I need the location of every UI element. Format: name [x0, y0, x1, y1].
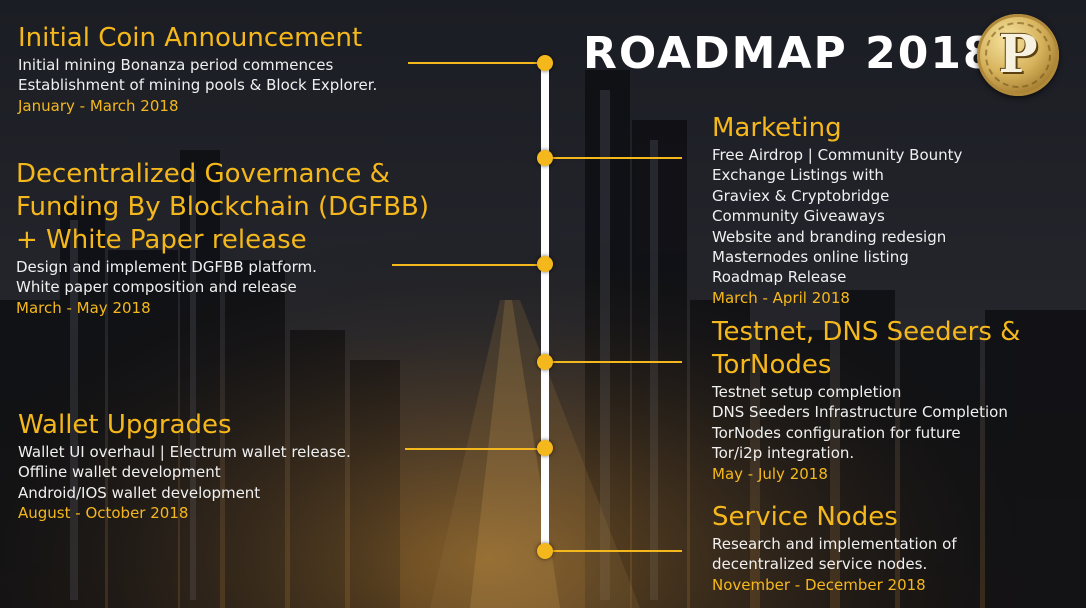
timeline-dot-dgfbb	[537, 256, 553, 272]
coin-ring	[985, 22, 1051, 88]
timeline-dot-initial-coin	[537, 55, 553, 71]
milestone-service-nodes: Service Nodes Research and implementatio…	[712, 501, 957, 595]
timeline-line	[541, 60, 549, 552]
milestone-heading: Decentralized Governance &	[16, 159, 390, 189]
roadmap-title: ROADMAP 2018	[583, 28, 996, 79]
milestone-item: Design and implement DGFBB platform.	[16, 258, 317, 276]
milestone-date: August - October 2018	[18, 504, 189, 523]
milestone-item: Wallet UI overhaul | Electrum wallet rel…	[18, 443, 351, 461]
milestone-date: May - July 2018	[712, 464, 828, 483]
milestone-heading: Wallet Upgrades	[18, 410, 232, 440]
milestone-item: Tor/i2p integration.	[712, 444, 855, 463]
milestone-item: Graviex & Cryptobridge	[712, 186, 890, 205]
milestone-item: Testnet setup completion	[712, 383, 902, 401]
milestone-item: Research and implementation of	[712, 535, 957, 553]
milestone-item: White paper composition and release	[16, 278, 297, 297]
milestone-item: Exchange Listings with	[712, 166, 884, 185]
milestone-item: DNS Seeders Infrastructure Completion	[712, 403, 1008, 422]
connector-wallet	[405, 448, 545, 450]
milestone-date: January - March 2018	[18, 96, 179, 115]
coin-logo-letter: P	[998, 24, 1038, 85]
connector-dgfbb	[392, 264, 545, 266]
milestone-item: Offline wallet development	[18, 463, 221, 482]
milestone-date: March - May 2018	[16, 298, 151, 317]
timeline-dot-service-nodes	[537, 543, 553, 559]
milestone-item: Android/IOS wallet development	[18, 483, 261, 502]
milestone-item: Roadmap Release	[712, 268, 847, 287]
milestone-heading: + White Paper release	[16, 225, 307, 255]
milestone-initial-coin: Initial Coin Announcement Initial mining…	[18, 22, 377, 116]
milestone-testnet: Testnet, DNS Seeders & TorNodes Testnet …	[712, 316, 1020, 484]
milestone-item: decentralized service nodes.	[712, 555, 928, 574]
coin-logo-icon: P	[977, 14, 1059, 96]
milestone-item: Website and branding redesign	[712, 227, 947, 246]
timeline-dot-marketing	[537, 150, 553, 166]
milestone-item: Community Giveaways	[712, 207, 885, 226]
milestone-heading: Funding By Blockchain (DGFBB)	[16, 192, 430, 222]
milestone-dgfbb: Decentralized Governance & Funding By Bl…	[16, 158, 429, 318]
milestone-heading: Testnet, DNS Seeders &	[712, 317, 1021, 347]
milestone-date: November - December 2018	[712, 575, 926, 594]
connector-initial-coin	[408, 62, 545, 64]
milestone-item: Free Airdrop | Community Bounty	[712, 146, 963, 164]
milestone-item: Initial mining Bonanza period commences	[18, 56, 334, 74]
connector-marketing	[545, 157, 682, 159]
milestone-marketing: Marketing Free Airdrop | Community Bount…	[712, 112, 962, 308]
milestone-item: TorNodes configuration for future	[712, 423, 961, 442]
milestone-item: Masternodes online listing	[712, 248, 909, 267]
milestone-item: Establishment of mining pools & Block Ex…	[18, 76, 378, 95]
milestone-heading: Initial Coin Announcement	[18, 23, 363, 53]
connector-testnet	[545, 361, 682, 363]
milestone-wallet: Wallet Upgrades Wallet UI overhaul | Ele…	[18, 409, 351, 524]
milestone-date: March - April 2018	[712, 288, 850, 307]
timeline-dot-wallet	[537, 440, 553, 456]
timeline-dot-testnet	[537, 354, 553, 370]
milestone-heading: TorNodes	[712, 350, 832, 380]
milestone-heading: Service Nodes	[712, 502, 898, 532]
connector-service-nodes	[545, 550, 682, 552]
milestone-heading: Marketing	[712, 113, 842, 143]
